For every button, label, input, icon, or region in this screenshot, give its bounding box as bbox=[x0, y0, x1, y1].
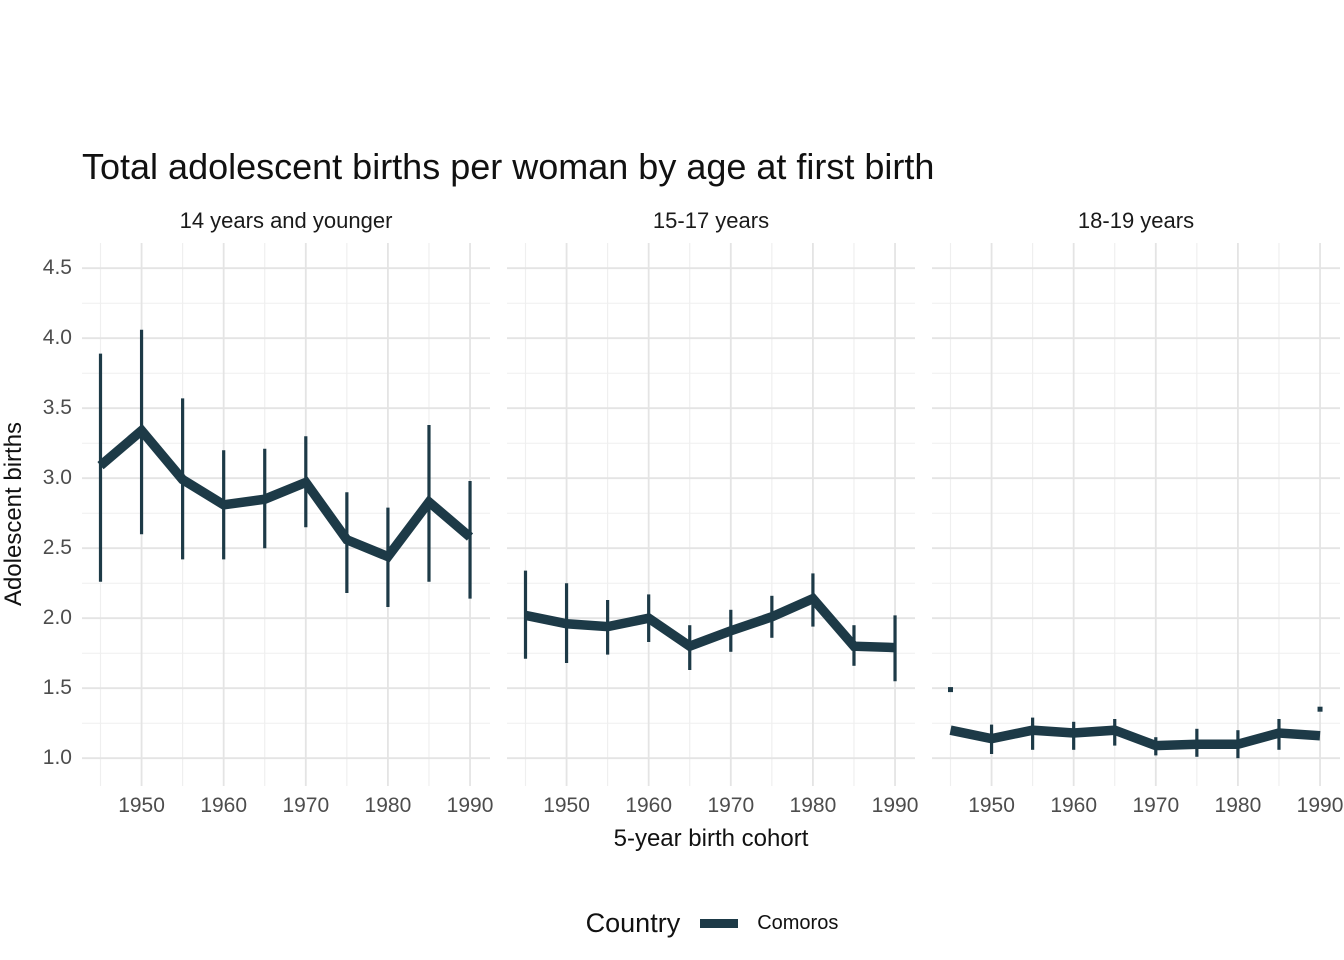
x-tick-label: 1990 bbox=[871, 794, 919, 817]
legend-series-label: Comoros bbox=[757, 911, 839, 934]
y-axis-title: Adolescent births bbox=[0, 421, 27, 607]
y-tick-label: 4.0 bbox=[42, 326, 72, 350]
legend-line-swatch bbox=[700, 918, 739, 928]
legend-title: Country bbox=[585, 907, 681, 938]
x-tick-label: 1950 bbox=[118, 794, 165, 817]
y-tick-label: 1.0 bbox=[42, 746, 72, 770]
x-tick-label: 1970 bbox=[707, 794, 755, 817]
y-tick-label: 2.5 bbox=[42, 536, 72, 560]
facet-strip-15-17: 15-17 years bbox=[652, 208, 770, 233]
legend: Country Comoros bbox=[391, 903, 1033, 943]
y-tick-label: 4.5 bbox=[42, 256, 72, 280]
facet-strip-14-and-younger: 14 years and younger bbox=[179, 208, 393, 233]
x-axis-title: 5-year birth cohort bbox=[613, 825, 809, 852]
y-tick-label: 3.5 bbox=[42, 396, 72, 420]
x-tick-label: 1970 bbox=[1132, 794, 1180, 817]
x-tick-label: 1980 bbox=[1214, 794, 1262, 817]
facet-panel-1 bbox=[82, 243, 490, 786]
series-line-comoros bbox=[949, 725, 1321, 751]
x-tick-label: 1980 bbox=[789, 794, 837, 817]
x-tick-label: 1950 bbox=[543, 794, 590, 817]
x-tick-label: 1980 bbox=[364, 794, 412, 817]
y-tick-label: 1.5 bbox=[42, 676, 72, 700]
facet-panel-3 bbox=[932, 243, 1340, 786]
series-line-comoros bbox=[524, 592, 896, 653]
facet-strip-18-19: 18-19 years bbox=[1077, 208, 1195, 233]
plot-title: Total adolescent births per woman by age… bbox=[82, 146, 935, 187]
x-tick-label: 1990 bbox=[1296, 794, 1344, 817]
y-tick-label: 2.0 bbox=[42, 606, 72, 630]
x-tick-label: 1990 bbox=[446, 794, 494, 817]
series-line-comoros bbox=[97, 423, 474, 563]
x-tick-label: 1970 bbox=[282, 794, 330, 817]
interval-cap-mark bbox=[948, 687, 953, 693]
x-tick-label: 1960 bbox=[200, 794, 248, 817]
x-tick-label: 1960 bbox=[625, 794, 673, 817]
x-tick-label: 1950 bbox=[968, 794, 1015, 817]
y-tick-label: 3.0 bbox=[42, 466, 72, 490]
facet-panel-2 bbox=[507, 243, 915, 786]
interval-cap-mark bbox=[1317, 706, 1323, 712]
x-tick-label: 1960 bbox=[1050, 794, 1098, 817]
